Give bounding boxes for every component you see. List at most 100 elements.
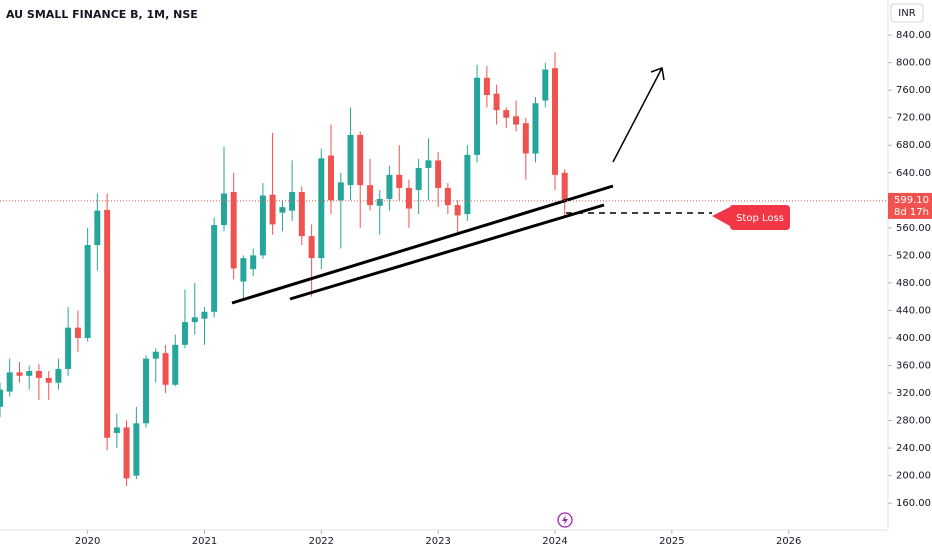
y-tick-label: 640.00 xyxy=(896,168,931,179)
candle-body xyxy=(503,110,510,118)
candle-body xyxy=(396,174,403,188)
arrow-line xyxy=(612,67,663,163)
y-tick-label: 160.00 xyxy=(896,498,931,509)
event-icon[interactable] xyxy=(557,512,573,528)
currency-box[interactable] xyxy=(890,3,924,23)
candle-body xyxy=(376,198,383,206)
candle-body xyxy=(191,317,198,323)
candle-body xyxy=(337,182,344,201)
y-tick-label: 800.00 xyxy=(896,58,931,69)
event-icon-bolt[interactable] xyxy=(562,515,568,525)
y-tick-label: 560.00 xyxy=(896,223,931,234)
x-tick-label: 2022 xyxy=(309,536,334,547)
arrow-head xyxy=(650,66,665,81)
candle-body xyxy=(162,353,169,385)
y-tick-label: 200.00 xyxy=(896,471,931,482)
marks xyxy=(0,52,568,486)
candle-body xyxy=(532,103,539,154)
candle-body xyxy=(522,123,529,154)
candle-body xyxy=(367,185,374,206)
candle-body xyxy=(55,368,62,383)
chart-title: AU SMALL FINANCE B, 1M, NSE xyxy=(6,8,198,21)
candle-body xyxy=(181,322,188,345)
y-tick-label: 720.00 xyxy=(896,113,931,124)
stop-loss-box xyxy=(712,205,790,230)
candle-body xyxy=(240,258,247,282)
candle-body xyxy=(483,77,490,95)
candle-body xyxy=(0,389,3,407)
candle-body xyxy=(454,205,461,216)
y-tick-label: 360.00 xyxy=(896,360,931,371)
y-tick-label: 840.00 xyxy=(896,30,931,41)
candle-body xyxy=(386,174,393,199)
x-tick-label: 2026 xyxy=(776,536,801,547)
candle-body xyxy=(201,311,208,319)
last-price-label: 599.10 xyxy=(894,195,929,206)
x-tick-label: 2020 xyxy=(75,536,100,547)
candle-body xyxy=(152,351,159,359)
candle-body xyxy=(65,327,72,369)
stop-loss-label: Stop Loss xyxy=(736,213,784,224)
x-tick-label: 2025 xyxy=(659,536,684,547)
candle-body xyxy=(513,116,520,125)
candle-body xyxy=(94,210,101,246)
y-tick-label: 440.00 xyxy=(896,305,931,316)
candle-body xyxy=(561,172,568,201)
candle-body xyxy=(35,371,42,378)
x-tick-label: 2021 xyxy=(192,536,217,547)
candle-body xyxy=(425,160,432,168)
candle-body xyxy=(74,327,81,338)
candle-body xyxy=(113,427,120,433)
candle-body xyxy=(279,207,286,213)
candle-body xyxy=(172,344,179,385)
candle-body xyxy=(318,158,325,259)
candle-body xyxy=(289,192,296,211)
candle-body xyxy=(405,187,412,209)
candle-body xyxy=(84,245,91,338)
candle-body xyxy=(16,372,23,376)
y-tick-label: 480.00 xyxy=(896,278,931,289)
candle-body xyxy=(435,160,442,188)
y-tick-label: 680.00 xyxy=(896,140,931,151)
y-tick-label: 520.00 xyxy=(896,250,931,261)
candle-body xyxy=(308,236,315,259)
x-tick-label: 2023 xyxy=(425,536,450,547)
candle-body xyxy=(328,155,335,201)
candle-body xyxy=(230,192,237,269)
candle-body xyxy=(269,194,276,225)
candle-body xyxy=(474,77,481,155)
candle-body xyxy=(542,69,549,101)
candle-body xyxy=(347,134,354,186)
candle-body xyxy=(552,68,558,175)
candle-body xyxy=(220,193,227,226)
trend-line xyxy=(289,203,605,301)
currency-label[interactable]: INR xyxy=(898,8,915,19)
candle-body xyxy=(415,167,422,190)
candle-body xyxy=(464,154,471,215)
y-tick-label: 400.00 xyxy=(896,333,931,344)
trend-line xyxy=(231,184,614,305)
y-tick-label: 280.00 xyxy=(896,416,931,427)
last-price-box xyxy=(888,192,932,219)
candle-body xyxy=(493,93,500,111)
candle-body xyxy=(444,187,451,206)
candle-body xyxy=(104,209,111,438)
candle-body xyxy=(6,372,13,392)
candle-body xyxy=(45,377,52,383)
x-tick-label: 2024 xyxy=(542,536,567,547)
y-tick-label: 240.00 xyxy=(896,443,931,454)
countdown-label: 8d 17h xyxy=(894,207,929,218)
candle-body xyxy=(298,192,305,237)
candle-body xyxy=(123,427,130,479)
candle-body xyxy=(259,195,266,256)
y-tick-label: 760.00 xyxy=(896,85,931,96)
candle-body xyxy=(26,371,33,376)
candle-body xyxy=(133,423,140,476)
candle-body xyxy=(250,255,257,270)
candle-body xyxy=(143,358,150,424)
candle-body xyxy=(211,225,218,312)
y-tick-label: 320.00 xyxy=(896,388,931,399)
